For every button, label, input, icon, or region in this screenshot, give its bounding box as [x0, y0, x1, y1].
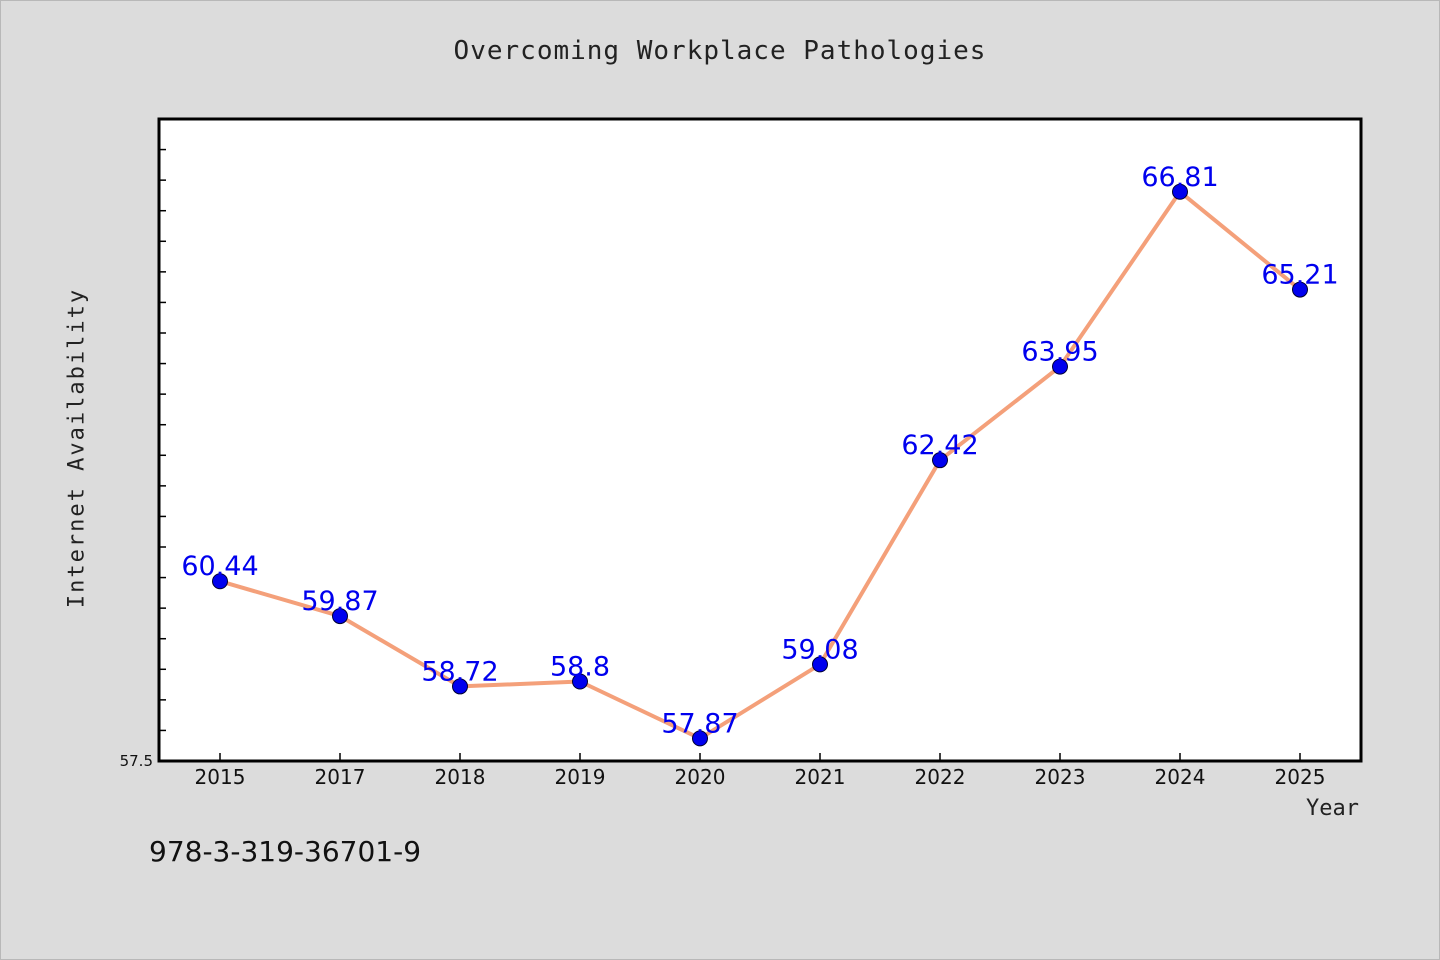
data-label: 60.44 — [181, 551, 258, 582]
data-points — [212, 183, 1308, 747]
x-tick-label: 2025 — [1275, 765, 1326, 789]
x-tick-label: 2023 — [1035, 765, 1086, 789]
isbn-text: 978-3-319-36701-9 — [149, 835, 422, 868]
data-label: 62.42 — [901, 430, 978, 461]
data-point — [812, 656, 828, 673]
y-tick-label: 57.5 — [120, 752, 153, 770]
plot-area — [157, 117, 1363, 763]
data-point — [332, 608, 348, 625]
data-point — [452, 678, 468, 695]
x-axis-label: Year — [1306, 796, 1359, 821]
x-tick-label: 2017 — [315, 765, 366, 789]
data-point — [932, 452, 948, 469]
x-tick-label: 2024 — [1155, 765, 1206, 789]
data-labels: 60.44 59.87 58.72 58.8 57.87 59.08 62.42 63.95 6… — [181, 162, 1338, 740]
data-label: 59.87 — [301, 586, 378, 617]
x-tick-label: 2019 — [555, 765, 606, 789]
x-tick-label: 2022 — [915, 765, 966, 789]
data-label: 65.21 — [1261, 260, 1338, 291]
data-point — [212, 573, 228, 590]
data-point — [572, 673, 588, 690]
data-point — [1052, 358, 1068, 375]
data-point — [692, 730, 708, 747]
data-label: 59.08 — [781, 634, 858, 665]
x-tick-label: 2020 — [675, 765, 726, 789]
data-label: 58.8 — [550, 652, 610, 683]
data-point — [1172, 183, 1188, 200]
data-label: 57.87 — [661, 708, 738, 739]
x-axis-ticks: 2015 2017 2018 2019 2020 2021 2022 2023 2024 2025 — [195, 753, 1326, 789]
chart-title: Overcoming Workplace Pathologies — [453, 36, 987, 66]
series-line — [219, 189, 1302, 741]
data-label: 66.81 — [1141, 162, 1218, 193]
x-tick-label: 2015 — [195, 765, 246, 789]
data-label: 63.95 — [1021, 337, 1098, 368]
data-label: 58.72 — [421, 656, 498, 687]
data-point — [1292, 281, 1308, 298]
y-axis-ticks — [159, 148, 166, 732]
x-tick-label: 2018 — [435, 765, 486, 789]
x-tick-label: 2021 — [795, 765, 846, 789]
